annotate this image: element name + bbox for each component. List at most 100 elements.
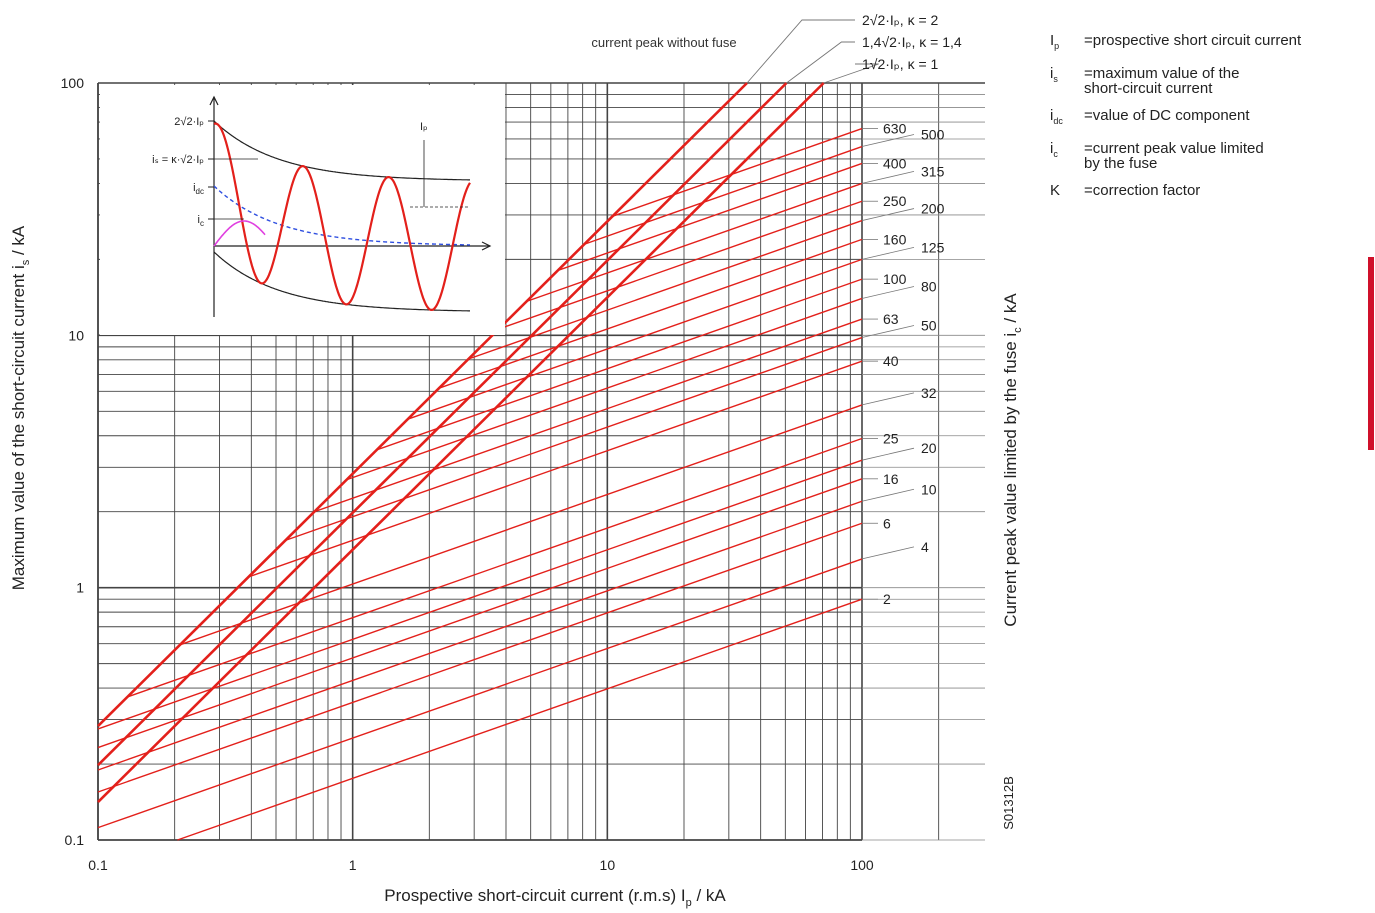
fuse-rating-label: 32: [921, 385, 937, 401]
fuse-line-2: [177, 598, 863, 841]
fuse-rating-label: 125: [921, 239, 945, 255]
peak-caption: current peak without fuse: [591, 35, 736, 50]
fuse-rating-label: 80: [921, 278, 937, 294]
peak-line-1: [97, 82, 788, 767]
fuse-label-leader: [861, 246, 915, 260]
fuse-line-250: [498, 200, 863, 330]
x-axis-label: Prospective short-circuit current (r.m.s…: [384, 886, 726, 909]
legend-description: =correction factor: [1084, 182, 1201, 199]
fuse-line-20: [97, 459, 863, 730]
fuse-line-630: [612, 127, 863, 217]
fuse-line-200: [468, 219, 863, 360]
inset-ic-level-label: ic: [198, 214, 204, 228]
fuse-rating-label: 16: [883, 471, 899, 487]
x-tick-label: 100: [850, 857, 874, 873]
fuse-line-400: [557, 162, 863, 272]
x-tick-label: 1: [349, 857, 357, 873]
fuse-rating-label: 4: [921, 539, 929, 555]
legend-symbol: is: [1050, 65, 1058, 84]
legend-item: ic =current peak value limited by the fus…: [1050, 141, 1350, 171]
fuse-line-25: [127, 437, 863, 698]
peak-line-label: 1√2·Iₚ, κ = 1: [862, 56, 939, 72]
fuse-line-500: [584, 145, 863, 245]
peak-line-label: 1,4√2·Iₚ, κ = 1,4: [862, 34, 962, 50]
fuse-label-leader: [861, 134, 915, 147]
fuse-rating-labels: 630 500 400 315 250 200 160 125 100 80 63 50 40 32 25 2…: [861, 121, 945, 607]
legend-symbol: idc: [1050, 107, 1063, 126]
fuse-line-160: [438, 238, 863, 389]
peak-line-2: [97, 82, 825, 803]
x-tick-label: 10: [600, 857, 616, 873]
legend-symbol: K: [1050, 182, 1061, 199]
fuse-line-63: [314, 318, 863, 513]
inset-current-waveform: [213, 122, 471, 311]
legend-description: =value of DC component: [1084, 107, 1250, 124]
fuse-line-315: [526, 182, 863, 303]
x-tick-label: 0.1: [88, 857, 108, 873]
y-tick-label: 0.1: [65, 832, 85, 848]
fuse-rating-label: 315: [921, 163, 945, 179]
fuse-rating-label: 160: [883, 231, 907, 247]
peak-line-label: 2√2·Iₚ, κ = 2: [862, 12, 939, 28]
fuse-rating-label: 100: [883, 271, 907, 287]
legend-item: K =correction factor: [1050, 183, 1350, 198]
legend: Ip =prospective short circuit current is =m…: [1050, 33, 1350, 210]
fuse-label-leader: [861, 488, 915, 502]
fuse-label-leader: [861, 546, 915, 560]
peak-current-lines: [97, 82, 825, 803]
legend-symbol: ic: [1050, 140, 1058, 159]
accent-bar: [1368, 257, 1374, 450]
y-axis-label: Maximum value of the short-circuit curre…: [9, 225, 32, 590]
peak-line-labels: 2√2·Iₚ, κ = 2 1,4√2·Iₚ, κ = 1,4 1√2·Iₚ, κ …: [746, 12, 962, 84]
figure-code: S01312B: [1001, 776, 1016, 830]
fuse-label-leader: [861, 171, 915, 184]
fuse-line-80: [346, 297, 863, 481]
fuse-characteristic-lines: [97, 127, 863, 841]
fuse-line-40: [248, 360, 863, 578]
fuse-rating-label: 40: [883, 353, 899, 369]
peak-label-leader: [786, 41, 855, 84]
inset-dc-component: [213, 185, 470, 246]
legend-item: Ip =prospective short circuit current: [1050, 33, 1350, 54]
fuse-line-6: [97, 522, 863, 793]
inset-lower-envelope: [213, 251, 470, 312]
fuse-label-leader: [861, 392, 915, 406]
fuse-rating-label: 400: [883, 155, 907, 171]
fuse-line-100: [376, 278, 863, 451]
legend-description: =prospective short circuit current: [1084, 32, 1302, 49]
inset-is-level-label: iₛ = κ·√2·Iₚ: [152, 154, 204, 166]
fuse-line-125: [407, 258, 863, 420]
axis-tick-labels: 0.1 1 10 100 0.1 1 10 100: [61, 75, 874, 873]
fuse-line-10: [97, 500, 863, 771]
y2-axis-label: Current peak value limited by the fuse i…: [1001, 293, 1024, 627]
fuse-line-32: [179, 404, 863, 646]
peak-label-leader: [823, 63, 879, 84]
inset-idc-level-label: idc: [193, 182, 204, 196]
fuse-rating-label: 20: [921, 440, 937, 456]
inset-waveform-diagram: 2√2·Iₚ iₛ = κ·√2·Iₚ idc ic Iₚ: [100, 85, 505, 335]
y-tick-label: 100: [61, 75, 85, 91]
fuse-line-50: [285, 336, 863, 542]
fuse-rating-label: 10: [921, 481, 937, 497]
y-tick-label: 10: [68, 327, 84, 343]
legend-description: =maximum value of the short-circuit curr…: [1084, 65, 1240, 97]
peak-label-leader: [746, 19, 855, 84]
y-tick-label: 1: [76, 580, 84, 596]
inset-ip-label: Iₚ: [420, 121, 428, 133]
legend-item: idc =value of DC component: [1050, 108, 1350, 129]
fuse-label-leader: [861, 325, 915, 338]
fuse-line-16: [97, 478, 863, 749]
fuse-rating-label: 50: [921, 318, 937, 334]
inset-background: [100, 85, 505, 335]
inset-y-arrow: [209, 95, 219, 106]
legend-symbol: Ip: [1050, 32, 1060, 51]
fuse-rating-label: 200: [921, 201, 945, 217]
fuse-label-leader: [861, 208, 915, 221]
inset-top-level-label: 2√2·Iₚ: [174, 116, 204, 128]
fuse-rating-label: 2: [883, 591, 891, 607]
inset-limited-current: [213, 220, 266, 247]
fuse-rating-label: 63: [883, 311, 899, 327]
inset-x-arrow: [481, 241, 492, 251]
fuse-label-leader: [861, 447, 915, 461]
